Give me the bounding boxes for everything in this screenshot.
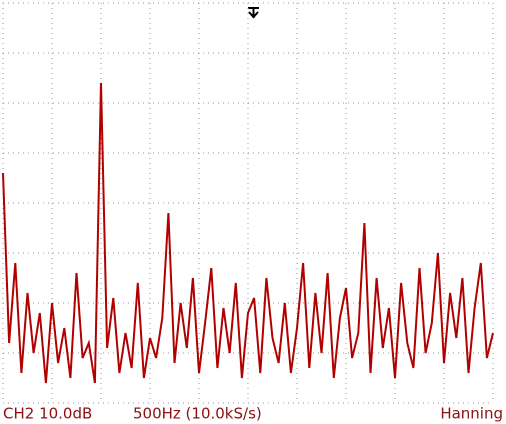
spectrum-trace	[2, 82, 494, 384]
channel-label: CH2 10.0dB	[3, 405, 92, 423]
scale-label: 500Hz (10.0kS/s)	[133, 405, 262, 423]
window-label: Hanning	[440, 405, 503, 423]
trigger-marker	[248, 7, 259, 19]
